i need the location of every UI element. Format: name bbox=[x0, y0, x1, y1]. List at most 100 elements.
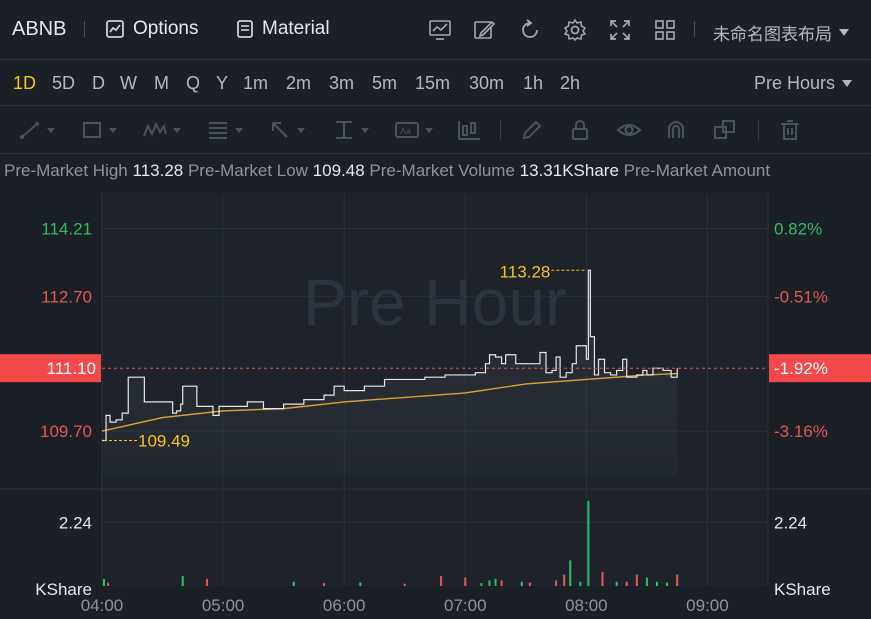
volume-value: 13.31KShare bbox=[519, 161, 619, 180]
fibonacci-tool[interactable] bbox=[206, 118, 243, 142]
price-area-fill bbox=[102, 270, 678, 475]
layout-select[interactable]: 未命名图表布局 bbox=[713, 20, 849, 45]
volume-bar bbox=[579, 581, 582, 586]
timeframe-3m[interactable]: 3m bbox=[329, 73, 355, 93]
timeframe-q[interactable]: Q bbox=[186, 73, 201, 93]
timeframe-w[interactable]: W bbox=[120, 73, 137, 93]
chart-line-icon[interactable] bbox=[428, 18, 452, 42]
volume-bar bbox=[676, 574, 679, 586]
session-select[interactable]: Pre Hours bbox=[754, 73, 853, 94]
volume-bar bbox=[656, 581, 658, 586]
timeframe-y[interactable]: Y bbox=[216, 73, 229, 93]
indicator-tool[interactable] bbox=[456, 118, 482, 142]
percent-tick-label: -3.16% bbox=[774, 422, 828, 441]
volume-unit-label: KShare bbox=[35, 580, 92, 599]
arrow-tool-icon bbox=[272, 122, 288, 138]
price-line bbox=[102, 269, 678, 442]
drawing-toolbar: Aa bbox=[0, 106, 871, 154]
timeframe-2h[interactable]: 2h bbox=[560, 73, 581, 93]
volume-tick-label: 2.24 bbox=[59, 513, 92, 532]
candlestick-icon bbox=[458, 121, 480, 140]
chevron-down-icon bbox=[842, 80, 853, 87]
edit-icon[interactable] bbox=[472, 18, 496, 42]
pattern-tool[interactable] bbox=[142, 118, 181, 142]
options-button[interactable]: Options bbox=[105, 18, 198, 40]
current-percent-badge bbox=[769, 354, 871, 383]
watermark: Pre Hour bbox=[303, 265, 567, 339]
copy-icon bbox=[714, 120, 735, 139]
pattern-tool-icon bbox=[143, 121, 167, 137]
price-chart[interactable]: Pre Hour 111.10 -1.92% 113.28 109.49 04:00… bbox=[0, 185, 871, 619]
measure-tool[interactable] bbox=[332, 118, 369, 142]
grid-icon[interactable] bbox=[653, 18, 677, 42]
document-icon bbox=[237, 20, 253, 38]
timeframe-30m[interactable]: 30m bbox=[469, 73, 505, 93]
timeframe-15m[interactable]: 15m bbox=[415, 73, 451, 93]
gear-icon[interactable] bbox=[563, 18, 587, 42]
amount-label: Pre-Market Amount bbox=[623, 161, 771, 180]
arrow-tool[interactable] bbox=[268, 118, 305, 142]
volume-bar bbox=[323, 583, 325, 586]
divider bbox=[84, 21, 85, 37]
lock-tool[interactable] bbox=[568, 118, 592, 142]
volume-label: Pre-Market Volume bbox=[369, 161, 515, 180]
price-tick-label: 109.70 bbox=[40, 422, 92, 441]
volume-bar bbox=[440, 576, 443, 586]
timeframe-1d[interactable]: 1D bbox=[13, 73, 37, 93]
material-button[interactable]: Material bbox=[236, 18, 330, 40]
current-price-label: 111.10 bbox=[47, 359, 96, 378]
fibonacci-tool-icon bbox=[209, 122, 227, 139]
x-tick-label: 06:00 bbox=[323, 596, 366, 615]
volume-tick-label: 2.24 bbox=[774, 513, 807, 532]
divider bbox=[500, 120, 501, 140]
timeframe-1h[interactable]: 1h bbox=[523, 73, 544, 93]
volume-bar bbox=[635, 574, 638, 586]
x-tick-label: 08:00 bbox=[565, 596, 608, 615]
magnet-tool[interactable] bbox=[664, 118, 688, 142]
rectangle-tool[interactable] bbox=[80, 118, 117, 142]
text-tool[interactable]: Aa bbox=[394, 118, 433, 142]
options-icon bbox=[106, 20, 124, 38]
ticker-symbol[interactable]: ABNB bbox=[12, 18, 67, 40]
timeframe-d[interactable]: D bbox=[92, 73, 105, 93]
timeframe-5m[interactable]: 5m bbox=[372, 73, 398, 93]
brush-tool[interactable] bbox=[520, 118, 544, 142]
divider bbox=[758, 120, 759, 140]
percent-tick-label: -0.51% bbox=[774, 287, 828, 306]
price-area bbox=[102, 270, 678, 475]
delete-tool[interactable] bbox=[778, 118, 802, 142]
timeframe-m[interactable]: M bbox=[154, 73, 169, 93]
timeframe-5d[interactable]: 5D bbox=[52, 73, 76, 93]
refresh-icon[interactable] bbox=[518, 18, 542, 42]
volume-bar bbox=[587, 500, 590, 586]
volume-bar bbox=[666, 582, 669, 586]
volume-bar bbox=[500, 580, 503, 586]
fullscreen-icon[interactable] bbox=[608, 18, 632, 42]
clone-tool[interactable] bbox=[712, 118, 738, 142]
high-marker-label: 113.28 bbox=[500, 262, 551, 281]
average-price-line bbox=[101, 372, 678, 432]
x-tick-label: 09:00 bbox=[686, 596, 729, 615]
svg-text:Aa: Aa bbox=[400, 126, 411, 136]
current-percent-label: -1.92% bbox=[774, 359, 828, 378]
timeframe-2m[interactable]: 2m bbox=[286, 73, 312, 93]
volume-bar bbox=[494, 578, 497, 586]
lock-icon bbox=[572, 120, 588, 140]
measure-tool-icon bbox=[336, 121, 352, 139]
volume-bar bbox=[107, 582, 110, 586]
volume-bar bbox=[563, 574, 566, 586]
low-marker-label: 109.49 bbox=[138, 432, 190, 451]
divider bbox=[694, 21, 695, 37]
eye-icon bbox=[616, 124, 642, 136]
price-lines: 111.10 -1.92% bbox=[0, 269, 871, 442]
visibility-tool[interactable] bbox=[616, 118, 642, 142]
high-label: Pre-Market High bbox=[4, 161, 128, 180]
trend-line-tool[interactable] bbox=[18, 118, 55, 142]
volume-bar bbox=[645, 577, 648, 586]
high-value: 113.28 bbox=[132, 161, 184, 180]
timeframe-1m[interactable]: 1m bbox=[243, 73, 269, 93]
volume-bar bbox=[601, 571, 604, 586]
volume-unit-label: KShare bbox=[774, 580, 831, 599]
volume-bar bbox=[480, 583, 483, 586]
volume-bar bbox=[488, 580, 491, 586]
